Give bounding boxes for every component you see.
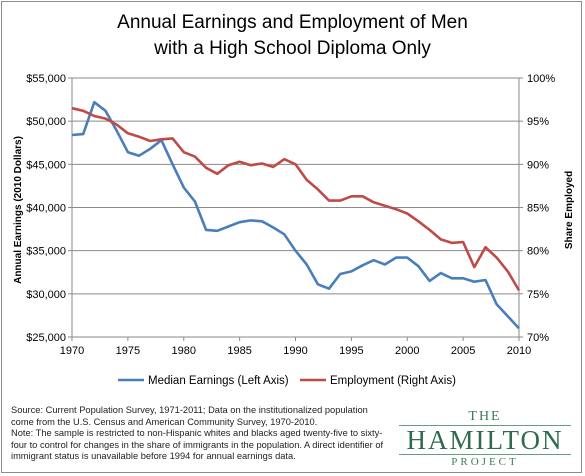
legend-earnings-label: Median Earnings (Left Axis) (148, 375, 289, 387)
x-tick-label: 1990 (283, 345, 307, 357)
right-axis-label: Share Employed (564, 171, 575, 249)
left-tick-label: $25,000 (26, 332, 66, 344)
right-tick-label: 95% (527, 116, 549, 128)
earnings-line (71, 100, 520, 330)
right-tick-label: 90% (527, 159, 549, 171)
logo-main-text: HAMILTON (399, 425, 571, 455)
right-tick-label: 70% (527, 332, 549, 344)
logo-the-text: THE (468, 409, 502, 424)
hamilton-project-logo: THE HAMILTON PROJECT (395, 410, 575, 472)
right-tick-label: 75% (527, 289, 549, 301)
source-note: Source: Current Population Survey, 1971-… (11, 405, 384, 462)
x-tick-label: 1985 (227, 345, 251, 357)
left-tick-label: $55,000 (26, 73, 66, 85)
left-tick-label: $30,000 (26, 289, 66, 301)
x-tick-label: 2010 (507, 345, 531, 357)
x-tick-label: 2000 (395, 345, 419, 357)
employment-line (71, 106, 521, 292)
left-tick-label: $45,000 (26, 159, 66, 171)
x-tick-label: 1970 (60, 345, 84, 357)
left-tick-label: $40,000 (26, 203, 66, 215)
right-tick-label: 85% (527, 203, 549, 215)
right-tick-label: 80% (527, 246, 549, 258)
x-tick-label: 1980 (172, 345, 196, 357)
left-tick-label: $50,000 (26, 116, 66, 128)
x-tick-label: 1975 (116, 345, 140, 357)
legend-employment-label: Employment (Right Axis) (330, 375, 456, 387)
left-axis-label: Annual Earnings (2010 Dollars) (13, 136, 24, 284)
x-tick-label: 2005 (451, 345, 475, 357)
chart-title: Annual Earnings and Employment of Men wi… (117, 12, 468, 59)
x-tick-label: 1995 (339, 345, 363, 357)
logo-project-text: PROJECT (451, 456, 519, 468)
left-tick-label: $35,000 (26, 246, 66, 258)
right-tick-label: 100% (527, 73, 555, 85)
